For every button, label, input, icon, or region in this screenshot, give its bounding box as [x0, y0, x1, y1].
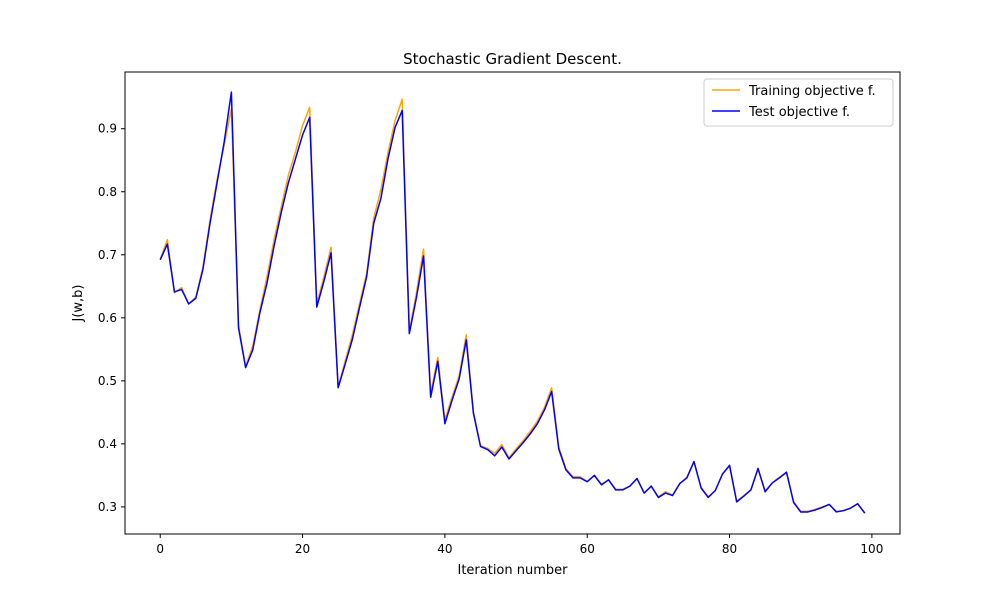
chart-title: Stochastic Gradient Descent. — [403, 50, 622, 68]
plot-area: 0 20 40 60 80 100 0.3 0.4 0.5 0.6 0.7 0.8 0.9 — [98, 71, 901, 556]
legend-box — [703, 78, 894, 127]
x-axis-ticks: 0 20 40 60 80 100 — [156, 534, 883, 556]
y-tick-label: 0.9 — [98, 122, 117, 136]
x-tick-label: 100 — [860, 542, 883, 556]
legend: Training objective f. Test objective f. — [703, 78, 894, 127]
x-tick-label: 20 — [295, 542, 310, 556]
y-tick-label: 0.4 — [98, 437, 117, 451]
series-group — [159, 91, 866, 514]
x-tick-label: 60 — [580, 542, 595, 556]
y-tick-label: 0.7 — [98, 248, 117, 262]
y-tick-label: 0.6 — [98, 311, 117, 325]
x-axis-label: Iteration number — [457, 563, 568, 578]
y-axis-label: J(w,b) — [71, 285, 86, 323]
y-tick-label: 0.3 — [98, 500, 117, 514]
y-tick-label: 0.5 — [98, 374, 117, 388]
x-tick-label: 80 — [722, 542, 737, 556]
legend-label-test: Test objective f. — [748, 105, 850, 120]
x-tick-label: 0 — [156, 542, 164, 556]
y-axis-ticks: 0.3 0.4 0.5 0.6 0.7 0.8 0.9 — [98, 122, 125, 514]
plot-frame — [124, 71, 901, 535]
y-tick-label: 0.8 — [98, 185, 117, 199]
x-tick-label: 40 — [437, 542, 452, 556]
series-line-test — [159, 91, 866, 514]
legend-label-training: Training objective f. — [748, 84, 876, 99]
